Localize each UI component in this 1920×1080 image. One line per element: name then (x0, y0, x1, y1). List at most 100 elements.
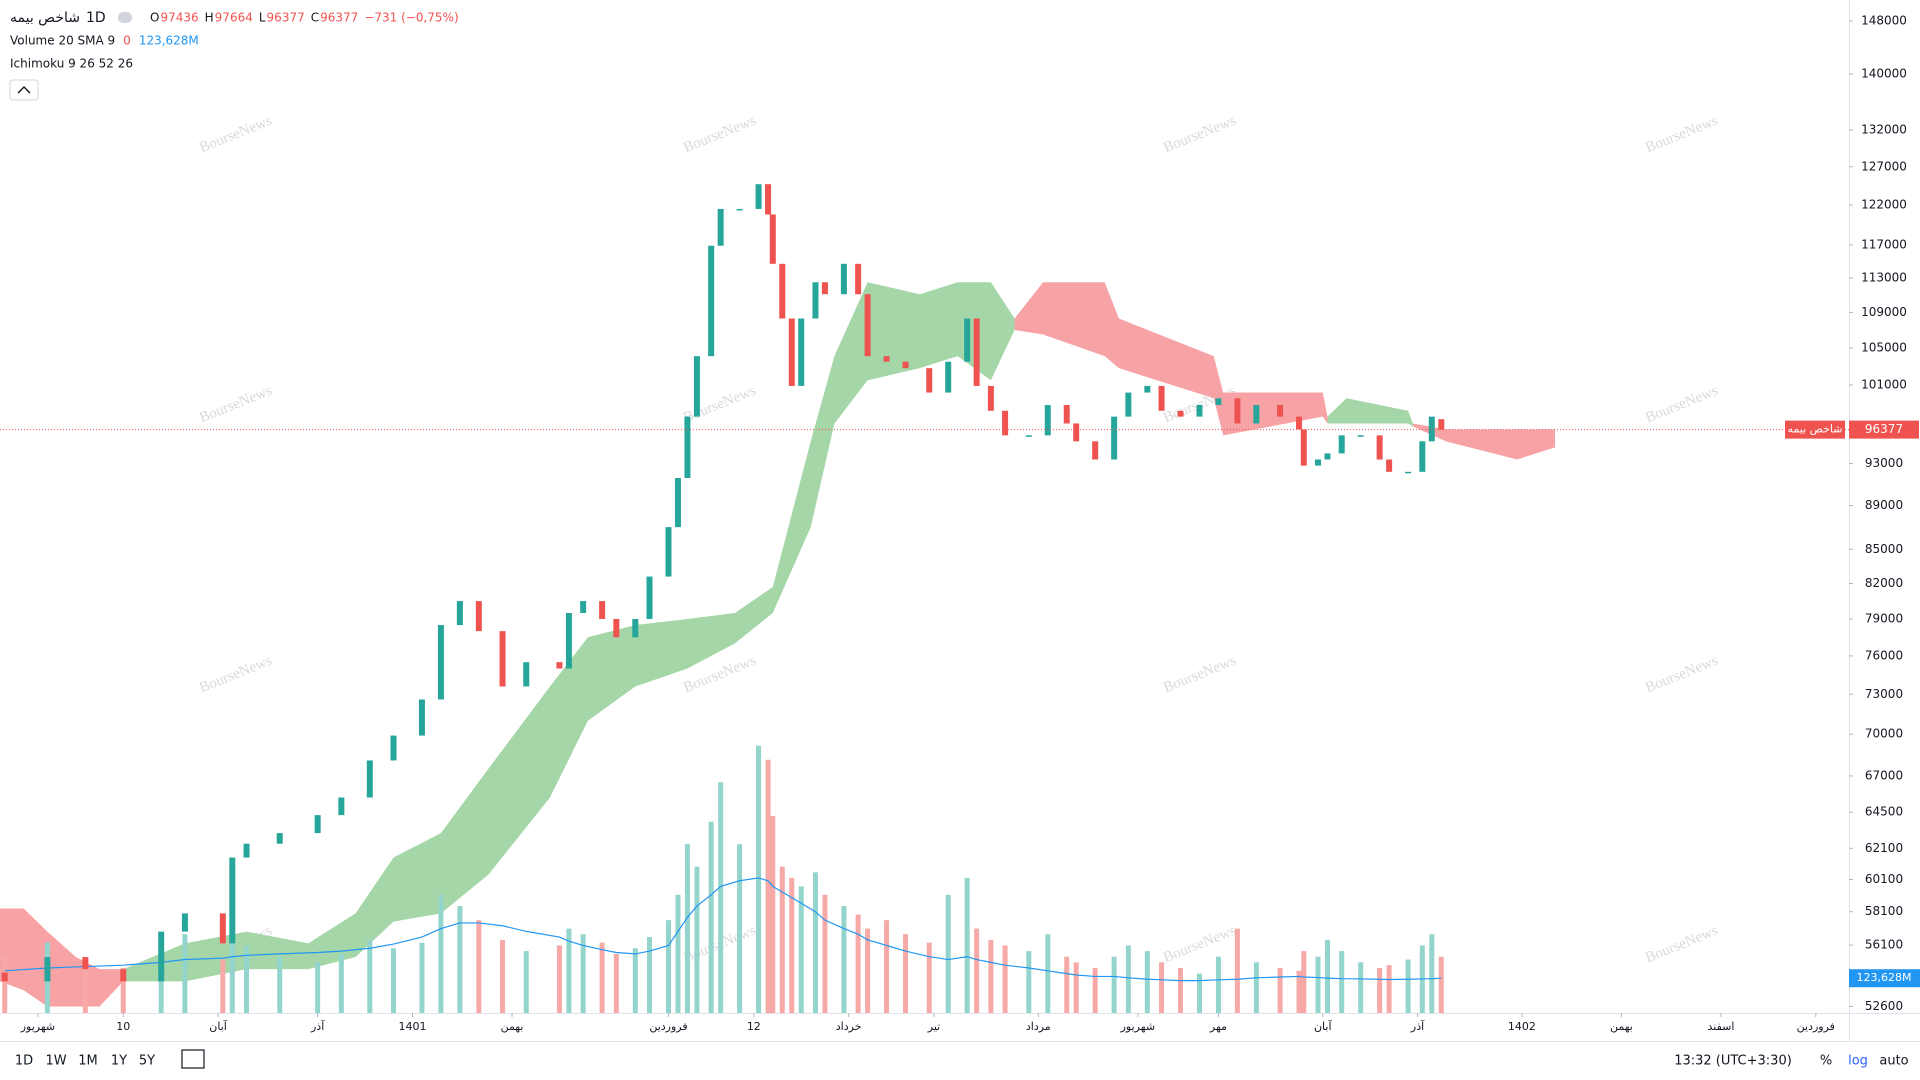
candle (1253, 404, 1260, 424)
volume-bar (1358, 962, 1364, 1013)
volume-bar (82, 962, 88, 1013)
ichimoku-cloud (1327, 398, 1413, 427)
y-tick-label: 64500 (1865, 805, 1903, 819)
x-tick-label: شهریور (1120, 1020, 1155, 1033)
volume-bar (1277, 967, 1283, 1013)
volume-bar (708, 821, 714, 1013)
volume-bar (737, 844, 743, 1013)
volume-bar (419, 942, 425, 1013)
volume-bar (647, 937, 653, 1013)
candle (765, 184, 772, 215)
y-tick-label: 67000 (1865, 768, 1903, 782)
range-button[interactable]: 1M (78, 1054, 98, 1069)
volume-bar (315, 962, 321, 1013)
candle (613, 619, 620, 638)
candle (1, 972, 8, 982)
collapse-icon (17, 86, 31, 94)
candle (523, 662, 530, 687)
range-button[interactable]: 1D (15, 1054, 33, 1069)
range-button[interactable]: 1W (45, 1054, 66, 1069)
volume-bar (1215, 956, 1221, 1013)
watermark: BourseNews (681, 383, 758, 427)
candle (1177, 410, 1184, 417)
symbol-tag (1785, 420, 1845, 439)
candle (565, 612, 572, 669)
y-tick-label: 132000 (1861, 122, 1907, 136)
volume-value: 0 (123, 34, 131, 48)
candle (1386, 459, 1393, 472)
candle (1296, 416, 1303, 430)
last-price-label: 96377 (1865, 422, 1903, 436)
volume-bar (1429, 934, 1435, 1013)
candle (755, 184, 762, 209)
candle (1215, 398, 1222, 405)
y-tick-label: 70000 (1865, 727, 1903, 741)
volume-bar (391, 948, 397, 1013)
volume-bar (675, 894, 681, 1013)
candle (674, 478, 681, 528)
volume-bar (974, 928, 980, 1013)
candle (973, 318, 980, 386)
y-tick-label: 62100 (1865, 841, 1903, 855)
ichimoku-cloud (123, 282, 1015, 982)
x-tick-label: 10 (116, 1020, 130, 1033)
candle (556, 662, 563, 669)
volume-bar (1144, 951, 1150, 1013)
candle (1196, 404, 1203, 417)
range-button[interactable]: 1Y (111, 1054, 127, 1069)
last-price-box (1849, 420, 1919, 439)
ohlc-key: L (259, 11, 266, 25)
candle (1111, 416, 1118, 460)
volume-bar (277, 956, 283, 1013)
volume-bar (779, 866, 785, 1013)
volume-bar (1405, 959, 1411, 1013)
volume-bar (1339, 951, 1345, 1013)
y-tick-label: 140000 (1861, 66, 1907, 80)
candle (1144, 385, 1151, 393)
volume-bar (438, 894, 444, 1013)
volume-bar (613, 953, 619, 1013)
compare-icon[interactable] (181, 1049, 205, 1069)
candle (1092, 441, 1099, 460)
x-tick-label: 1402 (1508, 1020, 1536, 1033)
candle (1234, 398, 1241, 424)
volume-bar (1073, 962, 1079, 1013)
candle (366, 760, 373, 798)
volume-bar (822, 894, 828, 1013)
candle (1405, 471, 1412, 474)
y-tick-label: 82000 (1865, 576, 1903, 590)
volume-bar (1438, 956, 1444, 1013)
x-tick-label: فروردین (649, 1020, 687, 1033)
volume-bar (1111, 956, 1117, 1013)
volume-bar (903, 934, 909, 1013)
watermark: BourseNews (681, 113, 758, 157)
ohlc-value: 97436 (160, 11, 198, 25)
scale-option[interactable]: % (1820, 1054, 1832, 1069)
candle (926, 368, 933, 393)
candle (864, 294, 871, 357)
watermark: BourseNews (1643, 113, 1720, 157)
y-tick-label: 52600 (1865, 999, 1903, 1013)
candle (499, 631, 506, 687)
volume-bar (1253, 962, 1259, 1013)
separator: · (76, 10, 80, 26)
ichimoku-title: Ichimoku 9 26 52 26 (10, 57, 133, 71)
volume-bar (338, 953, 344, 1013)
volume-bar (855, 914, 861, 1013)
candle (82, 957, 89, 970)
candle (243, 843, 250, 858)
volume-bar (1045, 934, 1051, 1013)
symbol-tag-label: شاخص بیمه (1788, 423, 1843, 436)
collapse-button[interactable] (9, 79, 39, 101)
range-button[interactable]: 5Y (139, 1054, 155, 1069)
candle (812, 282, 819, 319)
volume-bar (1178, 967, 1184, 1013)
watermark: BourseNews (1161, 113, 1238, 157)
x-tick-label: آذر (310, 1019, 325, 1033)
candle (1428, 416, 1435, 442)
x-tick-label: مرداد (1026, 1020, 1051, 1033)
scale-option[interactable]: log (1848, 1054, 1868, 1069)
candle (684, 416, 691, 479)
watermark: BourseNews (1643, 383, 1720, 427)
scale-option[interactable]: auto (1879, 1054, 1908, 1069)
